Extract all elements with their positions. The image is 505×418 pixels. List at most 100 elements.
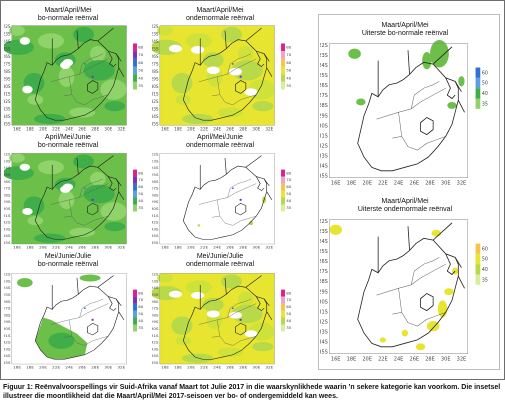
lat-tick-label: 32S xyxy=(320,319,328,325)
lat-tick-label: 25S xyxy=(4,292,11,297)
legend-swatch xyxy=(281,317,285,325)
legend-value: 50 xyxy=(482,81,488,87)
lat-tick-label: 25S xyxy=(4,172,11,177)
legend-swatch xyxy=(133,197,137,205)
lat-tick-label: 22S xyxy=(320,43,328,49)
map-svg: 22S23S24S25S26S27S28S29S30S31S32S33S34S3… xyxy=(152,24,292,131)
lat-tick-label: 30S xyxy=(4,326,11,331)
lon-tick-label: 18E xyxy=(174,245,182,250)
lon-tick-label: 16E xyxy=(13,126,21,131)
map-panel-p4: 22S 23S24S 25S 26S 27S 28S29S 30S 31S 32S 33S34S 3… xyxy=(4,151,150,251)
legend-swatch xyxy=(475,264,481,275)
lon-tick-label: 26E xyxy=(410,356,420,362)
country-boundaries xyxy=(357,46,465,172)
lon-tick-label: 32E xyxy=(117,126,125,131)
lat-tick-label: 35S xyxy=(152,240,159,245)
panel-title-p7: Mei/Junie/Julie bo-normale reënval xyxy=(37,253,99,268)
lat-tick-label: 24S xyxy=(4,285,11,290)
legend-value: 80 xyxy=(138,171,144,175)
lat-tick-label: 34S xyxy=(320,163,328,169)
lat-tick-label: 26S xyxy=(152,299,159,304)
legend-value: 60 xyxy=(286,305,292,309)
lat-tick-label: 27S xyxy=(320,93,328,99)
lat-tick-label: 35S xyxy=(320,173,328,179)
legend-swatch xyxy=(133,183,137,191)
lat-tick-label: 28S xyxy=(152,193,159,198)
lon-tick-label: 28E xyxy=(91,126,99,131)
map-panel-p3: 22S 23S 24S 25S 26S 27S 28S 29S 30S 31S 32S 33S 34S 3… xyxy=(320,40,496,188)
legend-swatch xyxy=(133,296,137,304)
lat-tick-label: 28S xyxy=(152,69,159,74)
legend-colorbar: 80 70 60 50 40 35 xyxy=(281,169,292,212)
legend-value: 60 xyxy=(138,305,144,309)
lat-tick-label: 31S xyxy=(152,91,159,96)
legend-value: 35 xyxy=(138,83,144,88)
lat-tick-label: 22S xyxy=(152,272,159,277)
lat-tick-label: 32S xyxy=(320,143,328,149)
map-frame xyxy=(11,25,127,126)
legend-swatch xyxy=(133,190,137,198)
lat-tick-label: 22S xyxy=(320,219,328,225)
legend-swatch xyxy=(475,98,481,109)
lat-tick-label: 23S xyxy=(4,279,11,284)
lat-tick-label: 31S xyxy=(4,91,11,96)
map-panel-p8: 22S 23S24S 25S 26S 27S 28S29S 30S 31S 32S 33S34S 3… xyxy=(152,271,298,371)
lon-tick-label: 20E xyxy=(187,365,195,370)
lon-tick-label: 32E xyxy=(457,180,467,186)
legend-value: 50 xyxy=(482,257,488,263)
legend-swatch xyxy=(133,176,137,184)
lat-tick-label: 35S xyxy=(4,121,11,126)
country-boundaries xyxy=(182,155,273,240)
lat-tick-label: 33S xyxy=(4,227,11,232)
lat-tick-label: 25S xyxy=(320,249,328,255)
legend-value: 50 xyxy=(286,68,292,73)
lat-tick-label: 26S xyxy=(4,54,11,59)
lon-tick-label: 18E xyxy=(26,245,34,250)
lon-tick-label: 32E xyxy=(117,365,125,370)
map-svg: 22S23S24S25S26S27S28S29S30S31S32S33S34S3… xyxy=(4,152,144,250)
map-frame xyxy=(159,153,275,245)
legend-swatch xyxy=(133,51,137,59)
map-panel-p2: 22S 23S 24S 25S 26S 27S 28S 29S 30S 31S 32S 33S 34S 3… xyxy=(152,23,298,133)
legend-value: 70 xyxy=(286,52,292,57)
legend-swatch xyxy=(281,296,285,304)
extreme-markers xyxy=(83,307,94,321)
lat-tick-label: 30S xyxy=(152,206,159,211)
legend-value: 80 xyxy=(138,291,144,295)
lat-tick-label: 33S xyxy=(4,106,11,111)
lat-tick-label: 26S xyxy=(4,179,11,184)
lon-tick-label: 22E xyxy=(52,365,60,370)
legend-swatch xyxy=(133,74,137,82)
legend-value: 70 xyxy=(286,178,292,182)
lat-tick-label: 30S xyxy=(4,206,11,211)
lon-tick-label: 26E xyxy=(78,126,86,131)
lat-tick-label: 25S xyxy=(152,47,159,52)
panel-title-p5: April/Mei/Junie ondernormale reënval xyxy=(185,134,255,149)
legend-swatch xyxy=(133,169,137,177)
lat-tick-label: 27S xyxy=(4,306,11,311)
legend-swatch xyxy=(281,310,285,318)
lon-tick-label: 32E xyxy=(265,126,273,131)
lat-tick-label: 27S xyxy=(152,306,159,311)
lon-tick-label: 28E xyxy=(239,365,247,370)
lon-tick-label: 30E xyxy=(104,245,112,250)
lat-tick-label: 29S xyxy=(152,319,159,324)
lon-tick-label: 26E xyxy=(226,126,234,131)
lat-tick-label: 24S xyxy=(4,39,11,44)
lat-tick-label: 29S xyxy=(152,76,159,81)
lat-tick-label: 24S xyxy=(152,165,159,170)
legend-swatch xyxy=(475,77,481,89)
lat-tick-label: 33S xyxy=(320,153,328,159)
lat-tick-label: 30S xyxy=(152,326,159,331)
lon-tick-label: 24E xyxy=(65,365,73,370)
legend-swatch xyxy=(281,74,285,82)
extreme-markers xyxy=(231,63,242,78)
lat-tick-label: 26S xyxy=(4,299,11,304)
lon-tick-label: 28E xyxy=(91,245,99,250)
lon-tick-label: 18E xyxy=(26,365,34,370)
lon-tick-label: 16E xyxy=(161,365,169,370)
map-panel-p6: 22S 23S 24S 25S 26S 27S 28S 29S 30S 31S 32S 33S 34S 3… xyxy=(320,216,496,364)
map-frame xyxy=(329,43,468,178)
lat-tick-label: 27S xyxy=(4,186,11,191)
legend-swatch xyxy=(281,204,285,212)
